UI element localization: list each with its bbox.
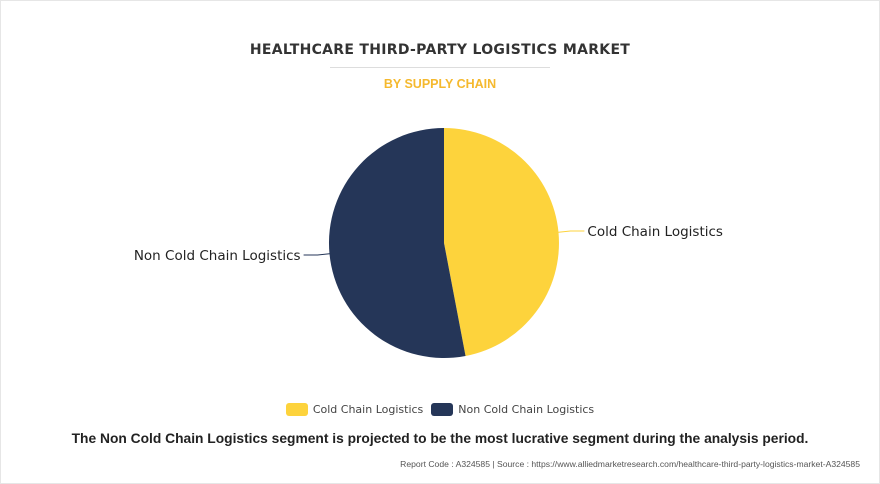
slice-label-cold-chain-logistics: Cold Chain Logistics [587,224,723,240]
source-line: Report Code : A324585 | Source : https:/… [400,459,860,469]
legend-item-non-cold-chain[interactable]: Non Cold Chain Logistics [431,403,594,416]
chart-title: HEALTHCARE THIRD-PARTY LOGISTICS MARKET [249,42,631,58]
legend-swatch-cold-chain [285,403,308,416]
pie-labels: Cold Chain Logistics Non Cold Chain Logis… [134,224,723,264]
chart-subtitle: BY SUPPLY CHAIN [383,77,497,91]
slice-label-non-cold-chain-logistics: Non Cold Chain Logistics [134,248,301,264]
pie-slice-cold-chain-logistics[interactable] [444,128,559,356]
legend-item-cold-chain[interactable]: Cold Chain Logistics [285,403,424,416]
pie-leader-lines [303,230,585,256]
legend-label-cold-chain: Cold Chain Logistics [312,403,424,416]
leader-line-cold-chain-logistics [558,230,585,233]
leader-line-non-cold-chain-logistics [303,253,330,256]
pie-slices [328,128,559,358]
chart-footnote: The Non Cold Chain Logistics segment is … [71,431,809,446]
title-divider [330,67,550,68]
legend-swatch-non-cold-chain [431,403,454,416]
pie-slice-non-cold-chain-logistics[interactable] [328,128,466,358]
chart-legend: Cold Chain Logistics Non Cold Chain Logi… [0,403,880,416]
legend-label-non-cold-chain: Non Cold Chain Logistics [458,403,595,416]
